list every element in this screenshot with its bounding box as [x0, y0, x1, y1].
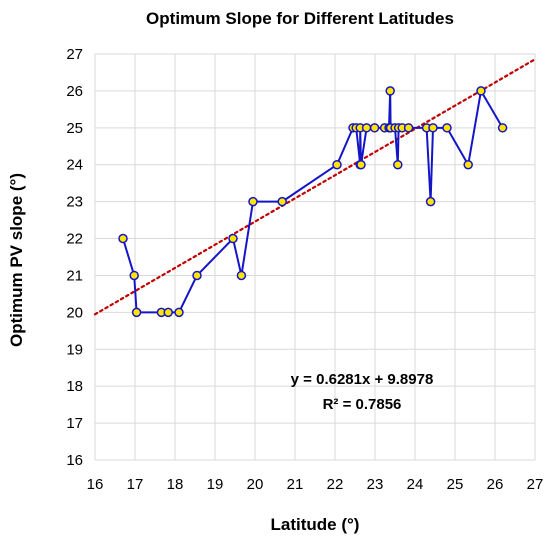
x-tick-label: 24 — [407, 476, 424, 493]
data-point — [385, 86, 395, 96]
data-point — [442, 123, 452, 133]
data-point — [332, 159, 342, 170]
data-point — [163, 307, 173, 318]
grid — [94, 53, 536, 461]
data-point — [361, 123, 372, 133]
x-tick-label: 22 — [327, 476, 344, 493]
y-tick-label: 26 — [66, 83, 83, 100]
data-point — [476, 86, 486, 96]
series-plot — [118, 86, 508, 318]
data-point — [356, 159, 366, 170]
y-tick-label: 27 — [66, 46, 83, 63]
y-tick-label: 16 — [66, 452, 83, 469]
y-tick-label: 17 — [66, 415, 83, 432]
data-point — [228, 233, 238, 244]
x-tick-label: 19 — [207, 476, 224, 493]
data-point — [192, 270, 202, 281]
data-point — [393, 159, 403, 170]
trendline-equation: y = 0.6281x + 9.8978 — [291, 371, 434, 388]
x-tick-label: 20 — [247, 476, 264, 493]
x-tick-label: 21 — [287, 476, 304, 493]
trendline-r-squared: R² = 0.7856 — [323, 396, 402, 413]
y-axis-label: Optimum PV slope (°) — [7, 173, 26, 347]
chart-title: Optimum Slope for Different Latitudes — [146, 9, 454, 28]
data-point — [463, 159, 473, 170]
y-tick-label: 23 — [66, 194, 83, 211]
y-tick-label: 25 — [66, 120, 83, 137]
y-tick-label: 24 — [66, 157, 83, 174]
y-tick-label: 20 — [66, 304, 83, 321]
x-tick-label: 17 — [127, 476, 144, 493]
data-point — [129, 270, 139, 281]
data-point — [277, 196, 287, 207]
data-point — [236, 270, 247, 281]
data-point — [497, 123, 508, 133]
data-point — [428, 123, 438, 133]
data-point — [425, 196, 436, 207]
x-tick-label: 16 — [87, 476, 104, 493]
y-tick-label: 18 — [66, 378, 83, 395]
x-tick-label: 26 — [487, 476, 504, 493]
y-tick-label: 21 — [66, 267, 83, 284]
y-tick-label: 22 — [66, 231, 83, 248]
data-point — [174, 307, 184, 318]
y-tick-labels: 16 17 18 19 20 21 22 23 24 25 26 27 — [66, 46, 83, 469]
trendline — [93, 58, 537, 316]
x-tick-label: 23 — [367, 476, 384, 493]
data-point — [131, 307, 142, 318]
data-point — [118, 233, 128, 244]
x-axis-label: Latitude (°) — [271, 515, 360, 534]
data-point — [248, 196, 258, 207]
y-tick-label: 19 — [66, 341, 83, 358]
trendline-line — [93, 58, 537, 316]
x-tick-label: 27 — [527, 476, 544, 493]
x-tick-label: 25 — [447, 476, 464, 493]
x-tick-label: 18 — [167, 476, 184, 493]
data-point — [369, 123, 380, 133]
data-point — [403, 123, 414, 133]
x-tick-labels: 16 17 18 19 20 21 22 23 24 25 26 27 — [87, 476, 544, 493]
